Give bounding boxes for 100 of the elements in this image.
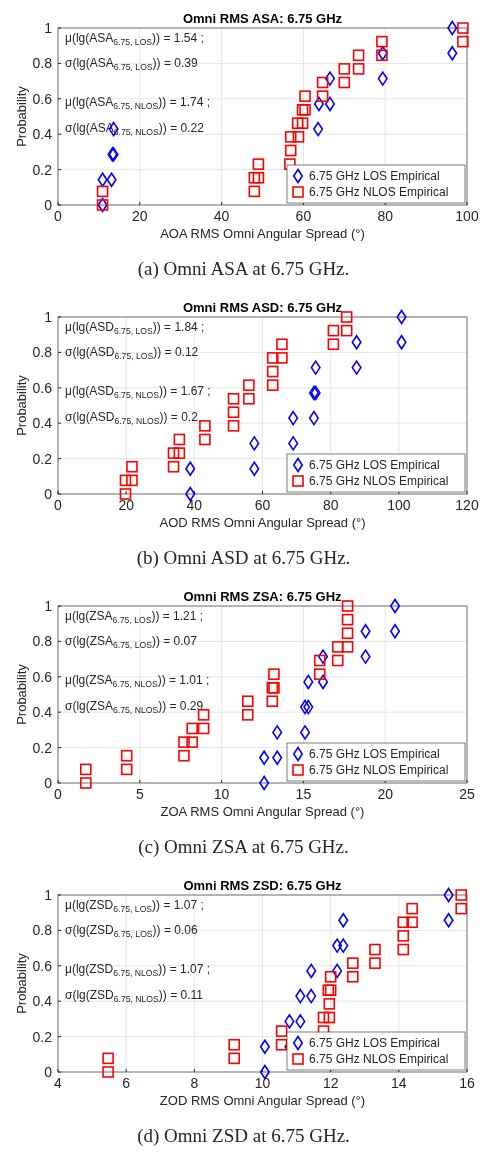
point xyxy=(199,433,211,446)
point xyxy=(228,1052,241,1065)
x-axis-title: AOA RMS Omni Angular Spread (°) xyxy=(160,226,365,241)
x-tick-label: 4 xyxy=(54,1075,63,1091)
point xyxy=(119,474,132,487)
point xyxy=(272,725,283,740)
legend-label: 6.75 GHz LOS Empirical xyxy=(309,1036,440,1050)
chart-title: Omni RMS ASD: 6.75 GHz xyxy=(182,300,343,315)
point xyxy=(443,913,454,928)
text: (a) Omni ASA at 6.75 GHz. xyxy=(137,258,350,280)
point xyxy=(272,750,283,765)
point xyxy=(299,90,311,102)
legend-label: 6.75 GHz NLOS Empirical xyxy=(309,1052,449,1066)
point xyxy=(389,598,401,614)
point xyxy=(338,938,349,953)
legend-label: 6.75 GHz LOS Empirical xyxy=(309,458,440,472)
point xyxy=(313,654,326,667)
x-axis-title: AOD RMS Omni Angular Spread (°) xyxy=(159,515,366,530)
y-tick-label: 0.2 xyxy=(32,450,53,467)
point xyxy=(324,970,337,983)
annotation: μ(lg(ZSD$_{6.75, NLOS}$)) = 1.07 ; xyxy=(65,962,211,978)
x-tick-label: 10 xyxy=(213,786,230,802)
x-tick-label: 12 xyxy=(322,1075,339,1091)
point xyxy=(295,1014,306,1029)
point xyxy=(276,352,288,364)
point xyxy=(313,668,326,680)
point xyxy=(248,185,261,198)
point xyxy=(186,736,198,748)
point xyxy=(167,460,180,473)
point xyxy=(323,998,336,1010)
point xyxy=(332,938,343,953)
point xyxy=(96,185,109,198)
point xyxy=(291,117,304,130)
point xyxy=(296,117,309,130)
point xyxy=(317,649,329,664)
point xyxy=(397,943,410,956)
text: (b) Omni ASD at 6.75 GHz. xyxy=(136,547,351,569)
x-tick-label: 6 xyxy=(122,1075,131,1091)
point xyxy=(331,654,344,667)
x-tick-label: 8 xyxy=(190,1075,199,1091)
y-tick-label: 0.4 xyxy=(32,415,53,432)
x-tick-label: 20 xyxy=(132,208,148,224)
annotation: μ(lg(ASA$_{6.75, NLOS}$)) = 1.74 ; xyxy=(65,95,211,111)
y-tick-label: 0.8 xyxy=(32,633,53,650)
point xyxy=(102,1066,114,1078)
y-tick-label: 0.8 xyxy=(32,55,53,72)
point xyxy=(324,71,336,86)
y-tick-label: 0.6 xyxy=(32,957,53,974)
chart-title: Omni RMS ZSA: 6.75 GHz xyxy=(183,589,343,604)
point xyxy=(185,461,196,476)
point xyxy=(249,436,260,451)
point xyxy=(266,379,279,391)
point xyxy=(252,171,265,184)
point xyxy=(338,76,351,89)
point xyxy=(268,668,280,680)
point xyxy=(227,420,240,432)
y-tick-label: 0.8 xyxy=(32,344,53,361)
x-tick-label: 20 xyxy=(377,786,394,802)
point xyxy=(259,1039,270,1054)
annotation: σ(lg(ASA$_{6.75, LOS}$)) = 0.39 xyxy=(65,56,198,72)
point xyxy=(120,763,133,776)
point xyxy=(173,447,186,459)
annotation: μ(lg(ASD$_{6.75, NLOS}$)) = 1.67 ; xyxy=(65,384,211,400)
point xyxy=(97,172,108,187)
point xyxy=(197,722,210,735)
y-tick-label: 0.6 xyxy=(32,379,53,396)
point xyxy=(292,131,305,143)
x-tick-label: 80 xyxy=(322,497,339,513)
point xyxy=(197,709,210,721)
legend-label: 6.75 GHz NLOS Empirical xyxy=(309,474,449,488)
point xyxy=(249,461,260,476)
annotation: σ(lg(ASD$_{6.75, NLOS}$)) = 0.2 xyxy=(65,410,199,426)
point xyxy=(377,71,388,86)
y-tick-label: 0 xyxy=(44,775,53,791)
point xyxy=(228,1038,241,1051)
x-tick-label: 60 xyxy=(295,208,312,224)
point xyxy=(351,360,362,375)
point xyxy=(80,763,92,776)
chart-title: Omni RMS ZSD: 6.75 GHz xyxy=(183,878,343,893)
point xyxy=(323,1011,336,1024)
annotation: μ(lg(ASD$_{6.75, LOS}$)) = 1.84 ; xyxy=(65,320,205,336)
point xyxy=(369,943,381,956)
point xyxy=(352,63,365,75)
point xyxy=(317,1011,330,1024)
point xyxy=(241,709,254,721)
x-tick-label: 5 xyxy=(135,786,144,802)
point xyxy=(317,674,329,690)
text: (c) Omni ZSA at 6.75 GHz. xyxy=(138,836,349,858)
x-tick-label: 25 xyxy=(459,786,475,802)
point xyxy=(120,749,133,762)
point xyxy=(457,22,469,34)
y-tick-label: 1 xyxy=(44,20,53,36)
point xyxy=(227,406,240,419)
x-tick-label: 40 xyxy=(186,497,203,513)
point xyxy=(178,749,190,762)
point xyxy=(340,311,353,323)
point xyxy=(455,902,468,915)
point xyxy=(252,158,265,170)
point xyxy=(397,916,410,929)
y-tick-label: 0.4 xyxy=(32,704,53,721)
